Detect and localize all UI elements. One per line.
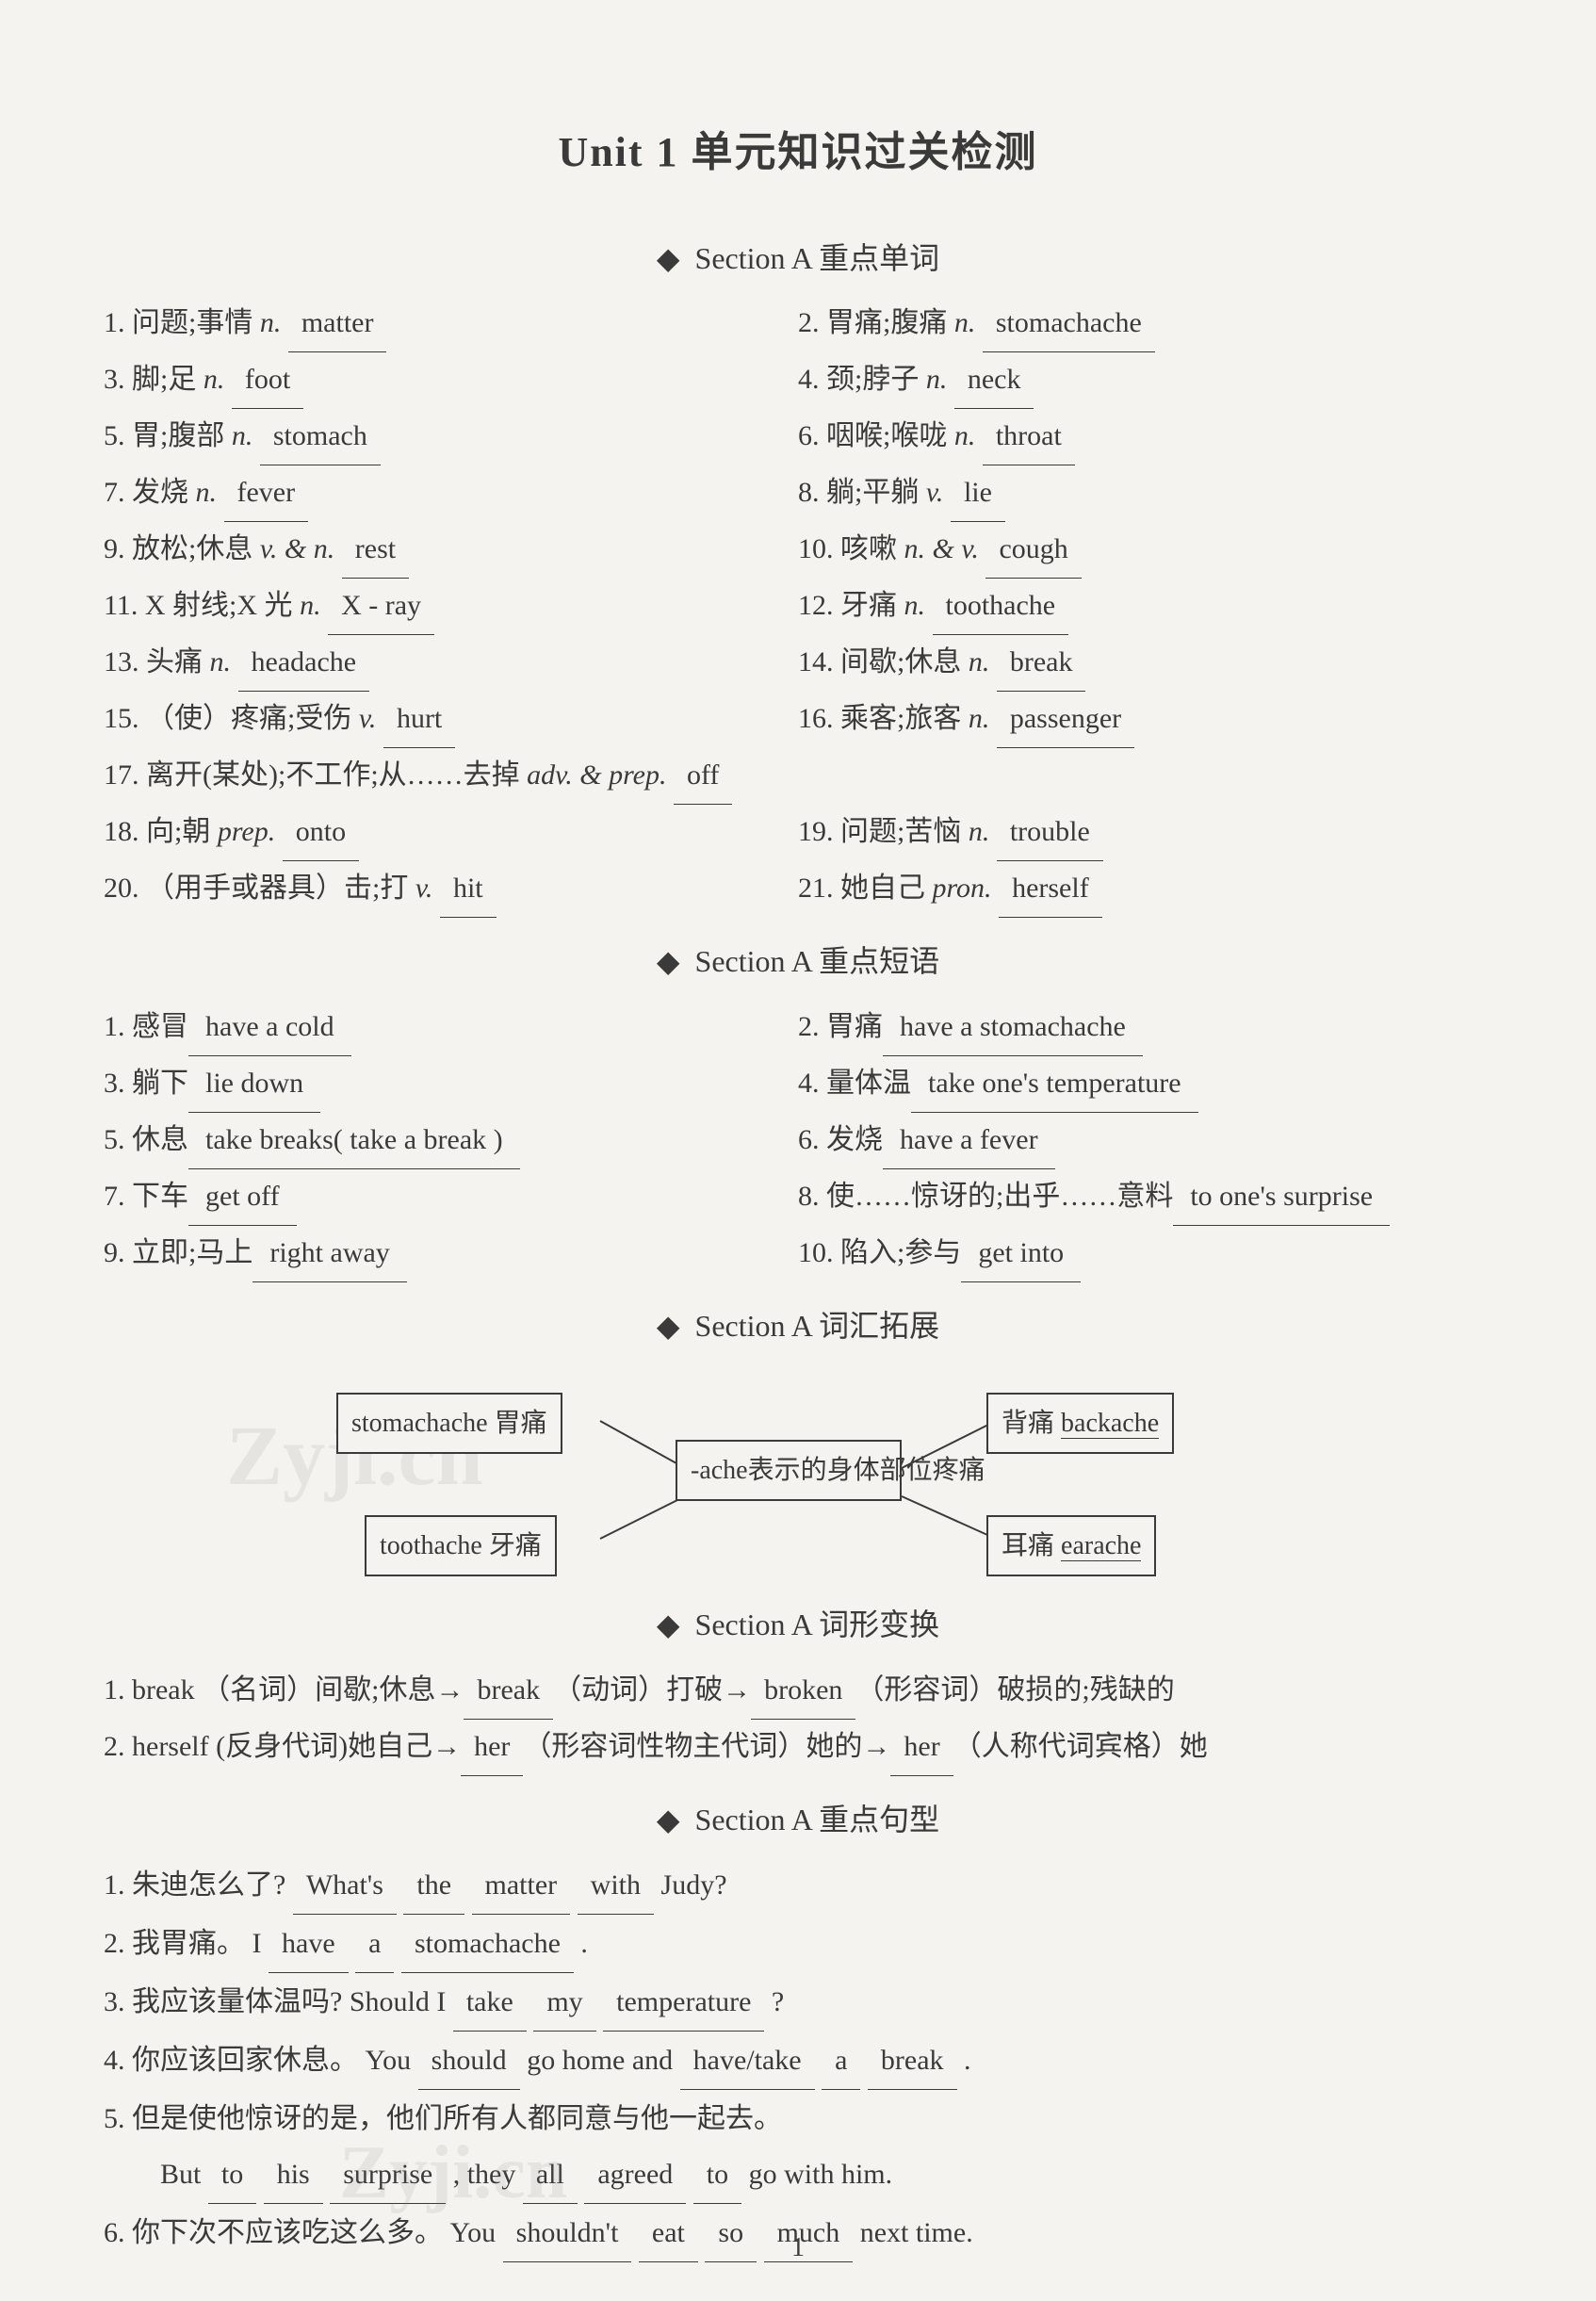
phrase-item: 4. 量体温take one's temperature — [798, 1056, 1492, 1113]
word-item: 15. （使）疼痛;受伤 v. hurt — [104, 692, 798, 748]
sentence-row: 5. 但是使他惊讶的是，他们所有人都同意与他一起去。 — [104, 2092, 1492, 2146]
section-head-form: ◆ Section A 词形变换 — [104, 1596, 1492, 1654]
word-item: 10. 咳嗽 n. & v. cough — [798, 522, 1492, 579]
word-item: 20. （用手或器具）击;打 v. hit — [104, 861, 798, 918]
form-row: 1. break （名词）间歇;休息→break（动词）打破→broken（形容… — [104, 1663, 1492, 1720]
word-item: 5. 胃;腹部 n. stomach — [104, 409, 798, 465]
diagram-center: -ache表示的身体部位疼痛 — [676, 1440, 902, 1501]
sentence-row: 2. 我胃痛。 I have a stomachache . — [104, 1917, 1492, 1973]
diagram-node: 耳痛 earache — [986, 1515, 1156, 1576]
page-title: Unit 1 单元知识过关检测 — [104, 113, 1492, 192]
phrase-item: 8. 使……惊讶的;出乎……意料to one's surprise — [798, 1169, 1492, 1226]
word-item: 18. 向;朝 prep. onto — [104, 805, 798, 861]
phrase-item: 6. 发烧have a fever — [798, 1113, 1492, 1169]
diamond-icon: ◆ — [657, 944, 680, 978]
phrase-item: 10. 陷入;参与get into — [798, 1226, 1492, 1282]
phrases-list: 1. 感冒have a cold2. 胃痛have a stomachache3… — [104, 1000, 1492, 1282]
section-head-ext: ◆ Section A 词汇拓展 — [104, 1297, 1492, 1355]
phrase-item: 3. 躺下lie down — [104, 1056, 798, 1113]
word-item: 11. X 射线;X 光 n. X - ray — [104, 579, 798, 635]
word-item: 13. 头痛 n. headache — [104, 635, 798, 692]
word-item: 3. 脚;足 n. foot — [104, 352, 798, 409]
phrase-item: 2. 胃痛have a stomachache — [798, 1000, 1492, 1056]
form-list: 1. break （名词）间歇;休息→break（动词）打破→broken（形容… — [104, 1663, 1492, 1776]
word-item: 8. 躺;平躺 v. lie — [798, 465, 1492, 522]
sentence-row-cont: But to his surprise , they all agreed to… — [104, 2147, 1492, 2204]
diagram-node: toothache 牙痛 — [365, 1515, 557, 1576]
section-head-phrases: ◆ Section A 重点短语 — [104, 933, 1492, 990]
vocab-diagram: -ache表示的身体部位疼痛 stomachache 胃痛 背痛 backache t… — [280, 1374, 1316, 1581]
diamond-icon: ◆ — [657, 1607, 680, 1641]
diagram-node: 背痛 backache — [986, 1393, 1174, 1454]
word-item: 1. 问题;事情 n. matter — [104, 296, 798, 352]
section-head-words: ◆ Section A 重点单词 — [104, 230, 1492, 287]
sentence-row: 1. 朱迪怎么了? What's the matter with Judy? — [104, 1858, 1492, 1915]
word-item: 6. 咽喉;喉咙 n. throat — [798, 409, 1492, 465]
word-item: 9. 放松;休息 v. & n. rest — [104, 522, 798, 579]
word-item: 7. 发烧 n. fever — [104, 465, 798, 522]
word-item: 12. 牙痛 n. toothache — [798, 579, 1492, 635]
diagram-node: stomachache 胃痛 — [336, 1393, 562, 1454]
word-item: 19. 问题;苦恼 n. trouble — [798, 805, 1492, 861]
phrase-item: 5. 休息take breaks( take a break ) — [104, 1113, 798, 1169]
sentence-row: 4. 你应该回家休息。 You should go home and have/… — [104, 2033, 1492, 2090]
form-row: 2. herself (反身代词)她自己→her（形容词性物主代词）她的→her… — [104, 1720, 1492, 1776]
diamond-icon: ◆ — [657, 241, 680, 275]
words-list: 1. 问题;事情 n. matter2. 胃痛;腹痛 n. stomachach… — [104, 296, 1492, 918]
word-item: 17. 离开(某处);不工作;从……去掉 adv. & prep. off — [104, 748, 1492, 805]
diamond-icon: ◆ — [657, 1803, 680, 1836]
word-item: 21. 她自己 pron. herself — [798, 861, 1492, 918]
word-item: 14. 间歇;休息 n. break — [798, 635, 1492, 692]
phrase-item: 7. 下车get off — [104, 1169, 798, 1226]
page-number: 1 — [791, 2223, 805, 2273]
section-head-sent: ◆ Section A 重点句型 — [104, 1791, 1492, 1849]
phrase-item: 9. 立即;马上right away — [104, 1226, 798, 1282]
word-item: 2. 胃痛;腹痛 n. stomachache — [798, 296, 1492, 352]
word-item: 4. 颈;脖子 n. neck — [798, 352, 1492, 409]
sentence-list: 1. 朱迪怎么了? What's the matter with Judy?2.… — [104, 1858, 1492, 2262]
word-item: 16. 乘客;旅客 n. passenger — [798, 692, 1492, 748]
sentence-row: 3. 我应该量体温吗? Should I take my temperature… — [104, 1975, 1492, 2032]
phrase-item: 1. 感冒have a cold — [104, 1000, 798, 1056]
diamond-icon: ◆ — [657, 1309, 680, 1343]
